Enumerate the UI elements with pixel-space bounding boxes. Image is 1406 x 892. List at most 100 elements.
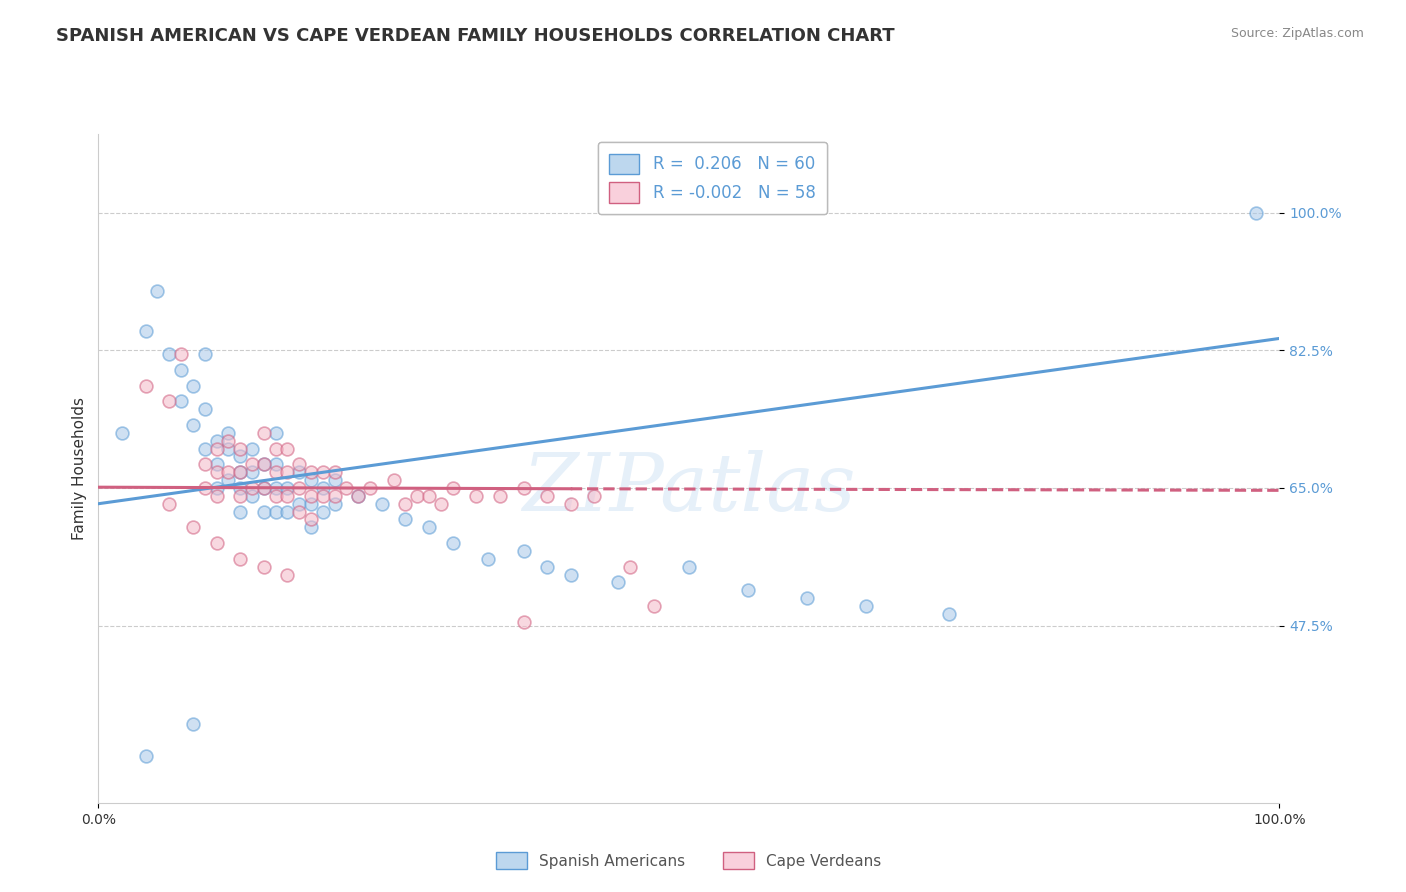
Point (477, 551, 499, 566)
Point (938, 607, 960, 621)
Point (323, 497, 346, 511)
Point (253, 559, 276, 574)
Point (253, 481, 276, 495)
Point (264, 465, 287, 479)
Point (229, 551, 252, 566)
Point (560, 497, 582, 511)
Point (489, 489, 512, 503)
Point (205, 442, 228, 456)
Point (264, 425, 287, 440)
Point (536, 489, 558, 503)
Point (643, 599, 665, 613)
Point (229, 505, 252, 519)
Point (288, 505, 311, 519)
Point (229, 465, 252, 479)
Point (181, 717, 204, 731)
Point (205, 481, 228, 495)
Point (796, 591, 818, 606)
Point (240, 465, 263, 479)
Point (253, 505, 276, 519)
Point (157, 394, 180, 409)
Point (217, 434, 239, 448)
Point (394, 512, 416, 526)
Point (347, 489, 370, 503)
Point (217, 473, 239, 487)
Point (205, 465, 228, 479)
Point (418, 489, 440, 503)
Legend: R =  0.206   N = 60, R = -0.002   N = 58: R = 0.206 N = 60, R = -0.002 N = 58 (598, 142, 827, 214)
Point (194, 402, 217, 417)
Point (678, 559, 700, 574)
Point (536, 559, 558, 574)
Point (607, 575, 630, 590)
Point (406, 489, 429, 503)
Point (512, 544, 534, 558)
Point (229, 450, 252, 464)
Point (288, 465, 311, 479)
Point (240, 458, 263, 472)
Point (560, 567, 582, 582)
Point (194, 442, 217, 456)
Point (323, 489, 346, 503)
Y-axis label: Family Households: Family Households (72, 397, 87, 540)
Point (146, 284, 169, 298)
Point (135, 378, 157, 392)
Point (299, 465, 322, 479)
Point (217, 465, 239, 479)
Point (253, 458, 276, 472)
Point (371, 497, 394, 511)
Point (135, 748, 157, 763)
Point (276, 481, 298, 495)
Point (229, 481, 252, 495)
Point (229, 489, 252, 503)
Point (299, 473, 322, 487)
Point (194, 481, 217, 495)
Point (299, 520, 322, 534)
Point (194, 458, 217, 472)
Point (276, 505, 298, 519)
Point (288, 497, 311, 511)
Point (382, 473, 405, 487)
Point (229, 465, 252, 479)
Point (264, 505, 287, 519)
Point (276, 567, 298, 582)
Point (276, 442, 298, 456)
Point (205, 458, 228, 472)
Point (135, 324, 157, 338)
Point (205, 489, 228, 503)
Point (170, 363, 193, 377)
Point (253, 481, 276, 495)
Point (288, 481, 311, 495)
Point (181, 417, 204, 432)
Point (312, 481, 335, 495)
Point (619, 559, 641, 574)
Point (441, 536, 464, 550)
Point (111, 425, 134, 440)
Point (157, 497, 180, 511)
Text: Source: ZipAtlas.com: Source: ZipAtlas.com (1230, 27, 1364, 40)
Point (217, 425, 239, 440)
Point (217, 442, 239, 456)
Point (323, 465, 346, 479)
Point (264, 481, 287, 495)
Point (181, 378, 204, 392)
Point (512, 481, 534, 495)
Point (359, 481, 381, 495)
Point (170, 347, 193, 361)
Point (276, 465, 298, 479)
Legend: Spanish Americans, Cape Verdeans: Spanish Americans, Cape Verdeans (491, 846, 887, 875)
Point (170, 394, 193, 409)
Point (264, 489, 287, 503)
Point (264, 442, 287, 456)
Point (253, 425, 276, 440)
Point (335, 481, 357, 495)
Point (312, 465, 335, 479)
Point (181, 520, 204, 534)
Point (312, 505, 335, 519)
Text: ZIPatlas: ZIPatlas (522, 450, 856, 527)
Point (288, 458, 311, 472)
Point (253, 458, 276, 472)
Point (240, 489, 263, 503)
Point (229, 442, 252, 456)
Point (394, 497, 416, 511)
